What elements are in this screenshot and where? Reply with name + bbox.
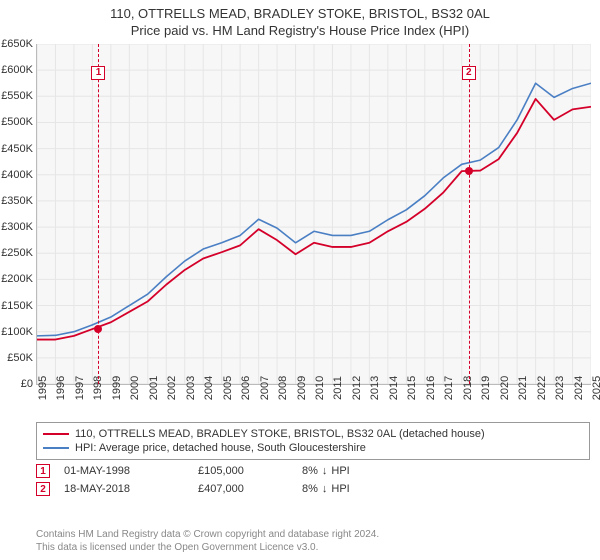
sale-row: 2 18-MAY-2018 £407,000 8% ↓HPI xyxy=(36,480,590,498)
x-axis-tick: 2020 xyxy=(499,376,511,400)
y-axis-tick: £400K xyxy=(1,169,33,181)
sale-delta: 8% ↓HPI xyxy=(302,465,350,477)
x-axis-tick: 2025 xyxy=(591,376,600,400)
x-axis-tick: 2004 xyxy=(203,376,215,400)
sale-marker-box: 2 xyxy=(462,66,476,80)
legend-item: 110, OTTRELLS MEAD, BRADLEY STOKE, BRIST… xyxy=(43,427,583,441)
x-axis-tick: 2014 xyxy=(388,376,400,400)
sale-price: £407,000 xyxy=(198,483,288,495)
sale-guideline xyxy=(469,44,470,384)
legend-label: 110, OTTRELLS MEAD, BRADLEY STOKE, BRIST… xyxy=(75,428,485,440)
sale-delta-pct: 8% xyxy=(302,465,318,477)
legend-item: HPI: Average price, detached house, Sout… xyxy=(43,441,583,455)
y-axis-tick: £550K xyxy=(1,90,33,102)
x-axis-tick: 2005 xyxy=(222,376,234,400)
x-axis-tick: 2015 xyxy=(406,376,418,400)
sale-point xyxy=(465,167,473,175)
y-axis-tick: £150K xyxy=(1,300,33,312)
sale-delta: 8% ↓HPI xyxy=(302,483,350,495)
x-axis-tick: 2008 xyxy=(277,376,289,400)
chart-area: £0£50K£100K£150K£200K£250K£300K£350K£400… xyxy=(36,44,590,414)
chart-title-address: 110, OTTRELLS MEAD, BRADLEY STOKE, BRIST… xyxy=(8,6,592,21)
x-axis-tick: 2022 xyxy=(536,376,548,400)
y-axis-tick: £350K xyxy=(1,195,33,207)
sale-row: 1 01-MAY-1998 £105,000 8% ↓HPI xyxy=(36,462,590,480)
x-axis-tick: 2019 xyxy=(480,376,492,400)
x-axis-tick: 2021 xyxy=(517,376,529,400)
sale-price: £105,000 xyxy=(198,465,288,477)
sale-delta-vs: HPI xyxy=(331,483,349,495)
arrow-down-icon: ↓ xyxy=(322,483,328,495)
x-axis-tick: 2007 xyxy=(259,376,271,400)
x-axis-tick: 2011 xyxy=(332,376,344,400)
x-axis-tick: 2018 xyxy=(462,376,474,400)
x-axis-tick: 1996 xyxy=(55,376,67,400)
y-axis-tick: £250K xyxy=(1,247,33,259)
y-axis-tick: £300K xyxy=(1,221,33,233)
sale-date: 18-MAY-2018 xyxy=(64,483,184,495)
x-axis-tick: 2010 xyxy=(314,376,326,400)
y-axis-tick: £600K xyxy=(1,64,33,76)
x-axis-tick: 2017 xyxy=(443,376,455,400)
x-axis-tick: 2013 xyxy=(369,376,381,400)
y-axis-tick: £50K xyxy=(7,352,33,364)
x-axis-tick: 2006 xyxy=(240,376,252,400)
arrow-down-icon: ↓ xyxy=(322,465,328,477)
x-axis-tick: 2016 xyxy=(425,376,437,400)
y-axis-tick: £650K xyxy=(1,38,33,50)
legend-swatch xyxy=(43,447,69,449)
plot-region: £0£50K£100K£150K£200K£250K£300K£350K£400… xyxy=(36,44,591,385)
footer-line2: This data is licensed under the Open Gov… xyxy=(36,541,590,554)
footer-attribution: Contains HM Land Registry data © Crown c… xyxy=(36,528,590,554)
y-axis-tick: £500K xyxy=(1,116,33,128)
sale-marker-box: 1 xyxy=(91,66,105,80)
chart-title-sub: Price paid vs. HM Land Registry's House … xyxy=(8,23,592,38)
y-axis-tick: £450K xyxy=(1,143,33,155)
sales-list: 1 01-MAY-1998 £105,000 8% ↓HPI 2 18-MAY-2018 £4… xyxy=(36,462,590,498)
sale-marker-icon: 1 xyxy=(36,464,50,478)
x-axis-tick: 2002 xyxy=(166,376,178,400)
legend-label: HPI: Average price, detached house, Sout… xyxy=(75,442,366,454)
x-axis-tick: 2024 xyxy=(573,376,585,400)
sale-delta-pct: 8% xyxy=(302,483,318,495)
sale-marker-icon: 2 xyxy=(36,482,50,496)
x-axis-tick: 2003 xyxy=(185,376,197,400)
x-axis-tick: 2012 xyxy=(351,376,363,400)
x-axis-tick: 2023 xyxy=(554,376,566,400)
y-axis-tick: £100K xyxy=(1,326,33,338)
sale-delta-vs: HPI xyxy=(331,465,349,477)
x-axis-tick: 1997 xyxy=(74,376,86,400)
x-axis-tick: 2009 xyxy=(296,376,308,400)
sale-date: 01-MAY-1998 xyxy=(64,465,184,477)
sale-point xyxy=(94,325,102,333)
legend-box: 110, OTTRELLS MEAD, BRADLEY STOKE, BRIST… xyxy=(36,422,590,460)
legend-swatch xyxy=(43,433,69,435)
footer-line1: Contains HM Land Registry data © Crown c… xyxy=(36,528,590,541)
x-axis-tick: 2000 xyxy=(129,376,141,400)
y-axis-tick: £0 xyxy=(21,378,33,390)
chart-svg xyxy=(37,44,591,384)
x-axis-tick: 1999 xyxy=(111,376,123,400)
x-axis-tick: 2001 xyxy=(148,376,160,400)
y-axis-tick: £200K xyxy=(1,273,33,285)
x-axis-tick: 1995 xyxy=(37,376,49,400)
